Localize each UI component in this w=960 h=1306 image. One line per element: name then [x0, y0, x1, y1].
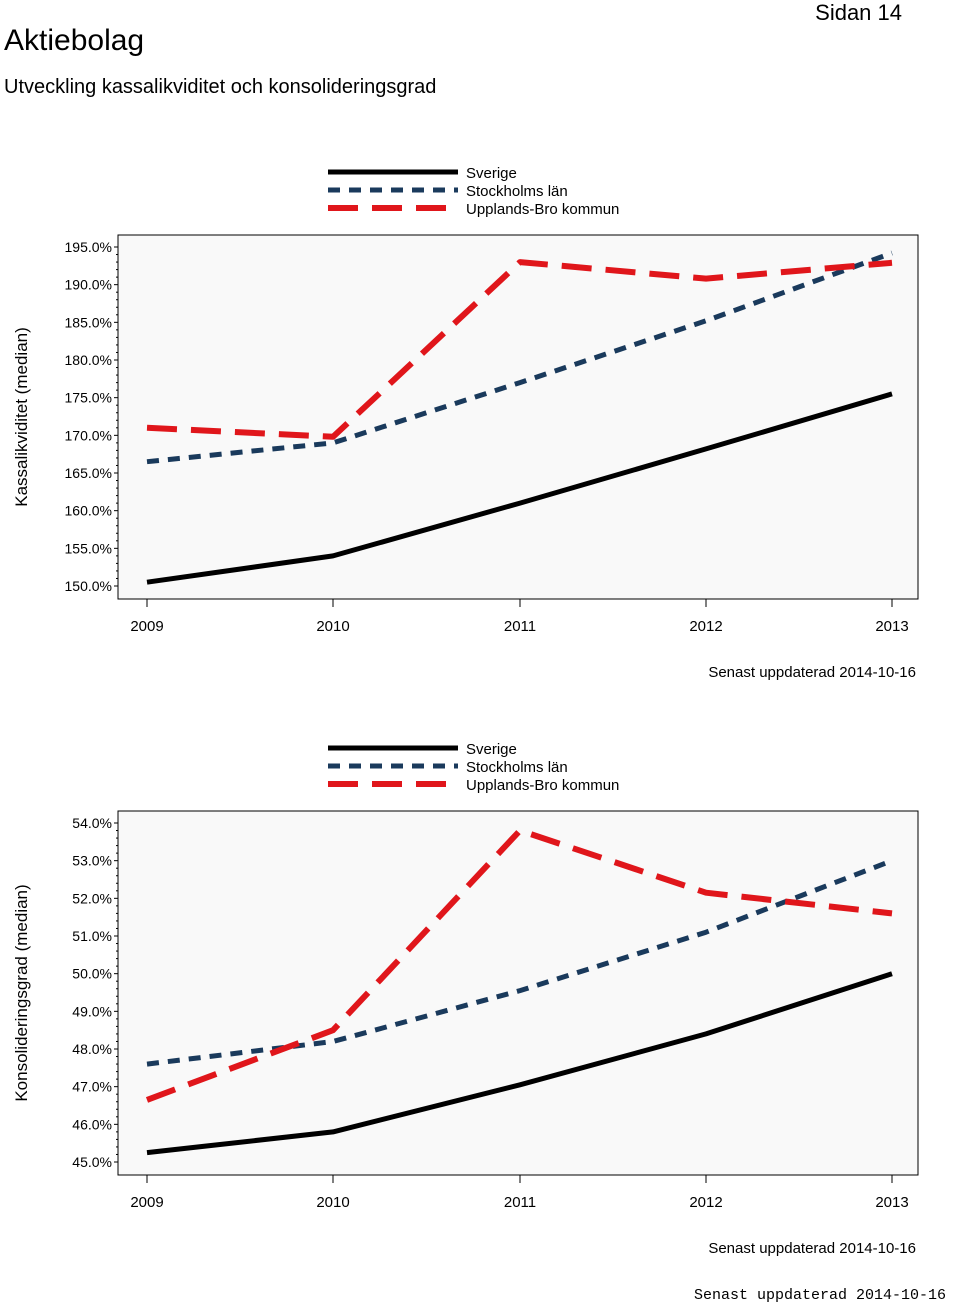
y-tick-label: 165.0%	[65, 465, 112, 481]
y-tick-label: 160.0%	[65, 503, 112, 519]
y-tick-label: 170.0%	[65, 427, 112, 443]
y-tick-label: 190.0%	[65, 277, 112, 293]
legend-label-sverige: Sverige	[466, 741, 517, 758]
chart-updated-note: Senast uppdaterad 2014-10-16	[708, 1240, 916, 1257]
x-tick-label: 2009	[130, 1194, 163, 1211]
y-tick-label: 49.0%	[72, 1003, 112, 1019]
y-tick-label: 53.0%	[72, 853, 112, 869]
chart-konsolideringsgrad: Sverige Stockholms län Upplands-Bro kommun…	[0, 731, 960, 1271]
x-tick-label: 2012	[689, 618, 722, 635]
y-tick-label: 52.0%	[72, 890, 112, 906]
y-tick-label: 50.0%	[72, 966, 112, 982]
x-tick-label: 2013	[875, 1194, 908, 1211]
y-tick-label: 48.0%	[72, 1041, 112, 1057]
y-tick-label: 195.0%	[65, 239, 112, 255]
y-tick-label: 46.0%	[72, 1116, 112, 1132]
y-tick-label: 185.0%	[65, 314, 112, 330]
y-tick-label: 54.0%	[72, 815, 112, 831]
series-line-stockholm	[146, 250, 893, 465]
series-line-upplands	[146, 259, 893, 440]
legend-label-stockholm: Stockholms län	[466, 759, 568, 776]
x-tick-label: 2012	[689, 1194, 722, 1211]
y-tick-label: 175.0%	[65, 390, 112, 406]
legend-label-upplands: Upplands-Bro kommun	[466, 201, 619, 218]
y-axis-label: Konsolideringsgrad (median)	[12, 884, 31, 1101]
y-tick-label: 45.0%	[72, 1154, 112, 1170]
legend-label-upplands: Upplands-Bro kommun	[466, 777, 619, 794]
y-tick-label: 155.0%	[65, 540, 112, 556]
y-tick-label: 47.0%	[72, 1079, 112, 1095]
series-line-upplands	[145, 827, 893, 1103]
y-axis-label: Kassalikviditet (median)	[12, 327, 31, 507]
y-tick-label: 150.0%	[65, 578, 112, 594]
page-title: Aktiebolag	[4, 24, 145, 57]
chart-updated-note: Senast uppdaterad 2014-10-16	[708, 664, 916, 681]
plot-area	[117, 234, 919, 600]
x-tick-label: 2011	[504, 618, 536, 635]
footer-updated-note: Senast uppdaterad 2014-10-16	[693, 1287, 946, 1304]
page-number: Sidan 14	[815, 0, 902, 25]
y-tick-label: 180.0%	[65, 352, 112, 368]
x-tick-label: 2011	[504, 1194, 536, 1211]
series-line-sverige	[146, 391, 893, 585]
series-line-stockholm	[146, 858, 893, 1067]
x-tick-label: 2010	[316, 1194, 349, 1211]
x-tick-label: 2013	[875, 618, 908, 635]
x-tick-label: 2009	[130, 618, 163, 635]
chart-kassalikviditet: Sverige Stockholms län Upplands-Bro kommun…	[0, 155, 960, 695]
legend-label-stockholm: Stockholms län	[466, 183, 568, 200]
series-line-sverige	[146, 971, 893, 1156]
x-tick-label: 2010	[316, 618, 349, 635]
page-subtitle: Utveckling kassalikviditet och konsolide…	[4, 76, 437, 98]
legend-label-sverige: Sverige	[466, 165, 517, 182]
y-tick-label: 51.0%	[72, 928, 112, 944]
